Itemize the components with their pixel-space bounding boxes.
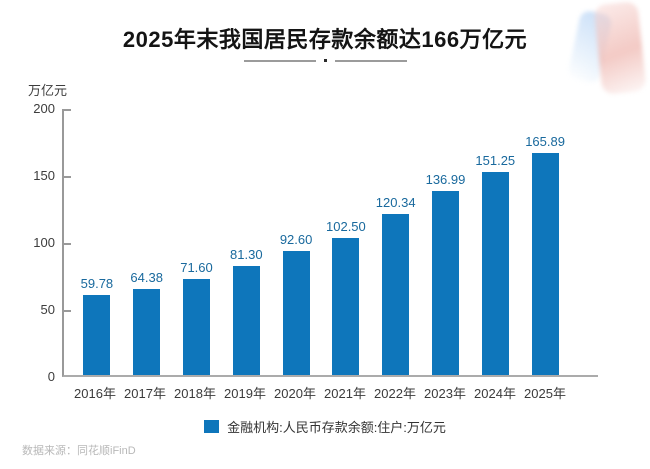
bar bbox=[332, 237, 360, 375]
chart-legend: 金融机构:人民币存款余额:住户:万亿元 bbox=[0, 417, 650, 436]
x-axis-label: 2017年 bbox=[124, 386, 166, 401]
bar-value-label: 151.25 bbox=[475, 153, 516, 169]
y-axis-tick bbox=[64, 176, 71, 178]
bar-column: 59.78 bbox=[72, 276, 122, 375]
x-axis-label: 2020年 bbox=[274, 386, 316, 401]
x-axis-label: 2023年 bbox=[424, 386, 466, 401]
bar-value-label: 102.50 bbox=[326, 218, 366, 234]
x-axis-label: 2021年 bbox=[324, 386, 366, 401]
y-axis-tick bbox=[64, 310, 71, 312]
bar bbox=[431, 191, 459, 375]
y-axis-tick-label: 100 bbox=[33, 235, 55, 250]
x-axis-label: 2025年 bbox=[524, 386, 566, 401]
bar bbox=[531, 152, 559, 375]
bar-column: 71.60 bbox=[172, 260, 222, 375]
y-axis-tick-label: 50 bbox=[40, 302, 55, 317]
bar bbox=[481, 172, 509, 375]
bar bbox=[133, 288, 161, 375]
data-source-note: 数据来源：同花顺iFinD bbox=[22, 445, 136, 457]
bar-value-label: 136.99 bbox=[425, 172, 466, 188]
x-axis-label: 2024年 bbox=[474, 386, 516, 401]
x-axis-label: 2018年 bbox=[174, 386, 216, 401]
y-axis-tick-label: 0 bbox=[47, 369, 55, 384]
divider-dot bbox=[323, 59, 327, 62]
bar-column: 151.25 bbox=[470, 153, 520, 375]
divider-line-right bbox=[334, 59, 407, 62]
bar-value-label: 64.38 bbox=[130, 269, 163, 285]
bar bbox=[282, 250, 310, 375]
bar-column: 81.30 bbox=[221, 247, 271, 375]
bars: 59.78 64.38 71.60 81.30 92.60 102.50 120.34 136… bbox=[72, 109, 570, 375]
plot-area: 59.78 64.38 71.60 81.30 92.60 102.50 120.34 136… bbox=[62, 109, 598, 377]
y-axis-labels: 0 50 100 150 200 bbox=[0, 101, 55, 384]
bar bbox=[382, 213, 410, 375]
bar-value-label: 81.30 bbox=[230, 247, 263, 263]
y-axis-tick-label: 150 bbox=[33, 168, 55, 183]
bar-value-label: 59.78 bbox=[80, 275, 114, 291]
legend-label: 金融机构:人民币存款余额:住户:万亿元 bbox=[227, 420, 446, 435]
y-axis-tick bbox=[64, 109, 71, 111]
bar-column: 92.60 bbox=[271, 232, 321, 375]
bar bbox=[232, 266, 260, 375]
bar-column: 136.99 bbox=[421, 172, 471, 375]
y-axis-unit-label: 万亿元 bbox=[28, 83, 68, 98]
bar-column: 165.89 bbox=[520, 134, 570, 375]
x-axis-label: 2016年 bbox=[74, 386, 116, 401]
bar-column: 64.38 bbox=[122, 270, 172, 375]
bar-column: 102.50 bbox=[321, 219, 371, 375]
y-axis-tick-label: 200 bbox=[33, 101, 55, 116]
page-title: 2025年末我国居民存款余额达166万亿元 bbox=[122, 27, 528, 52]
x-axis-label: 2019年 bbox=[224, 386, 266, 401]
legend-swatch-icon bbox=[204, 420, 220, 433]
bar bbox=[182, 279, 210, 375]
bar bbox=[83, 294, 111, 375]
bar-value-label: 165.89 bbox=[525, 133, 565, 149]
x-axis-labels: 2016年 2017年 2018年 2019年 2020年 2021年 2022年 2023年… bbox=[62, 383, 598, 402]
title-divider bbox=[0, 59, 650, 62]
bar-column: 120.34 bbox=[371, 195, 421, 375]
bar-value-label: 92.60 bbox=[279, 231, 313, 247]
bar-value-label: 120.34 bbox=[375, 194, 416, 210]
bar-value-label: 71.60 bbox=[180, 260, 213, 276]
divider-line-left bbox=[243, 59, 316, 62]
y-axis-tick bbox=[64, 243, 71, 245]
x-axis-label: 2022年 bbox=[374, 386, 416, 401]
